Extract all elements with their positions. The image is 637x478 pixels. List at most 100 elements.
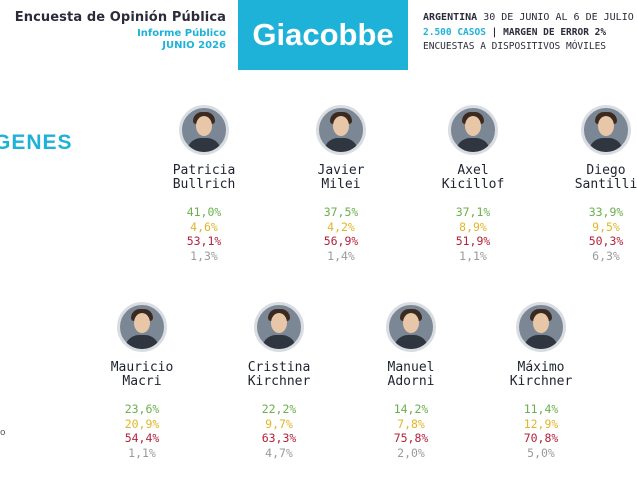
candidate-name: Axel Kicillof	[398, 164, 548, 192]
survey-separator: |	[491, 27, 498, 38]
candidate-card: Cristina Kirchner 22,2% 9,7% 63,3% 4,7%	[204, 302, 354, 460]
photo-head	[134, 313, 150, 333]
photo-head	[533, 313, 549, 333]
candidate-name: Máximo Kirchner	[466, 361, 616, 389]
candidate-name: Patricia Bullrich	[129, 164, 279, 192]
report-date: JUNIO 2026	[162, 40, 226, 51]
candidate-first-name: Axel	[457, 163, 489, 178]
regular-value: 9,5%	[592, 219, 620, 234]
section-title: GENES	[0, 131, 73, 154]
candidate-last-name: Adorni	[387, 374, 435, 389]
photo-body	[187, 138, 221, 152]
regular-value: 20,9%	[124, 416, 160, 431]
photo-head	[598, 116, 614, 136]
candidate-card: Máximo Kirchner 11,4% 12,9% 70,8% 5,0%	[466, 302, 616, 460]
candidate-photo	[386, 302, 436, 352]
candidate-stats: 11,4% 12,9% 70,8% 5,0%	[466, 402, 616, 460]
unknown-value: 5,0%	[527, 445, 555, 460]
unknown-value: 2,0%	[397, 445, 425, 460]
photo-body	[456, 138, 490, 152]
unknown-value: 4,7%	[265, 445, 293, 460]
report-header: Encuesta de Opinión Pública Informe Públ…	[15, 10, 226, 51]
candidate-stats: 37,1% 8,9% 51,9% 1,1%	[398, 205, 548, 263]
positive-value: 23,6%	[124, 402, 160, 416]
candidate-photo	[448, 105, 498, 155]
survey-info: ARGENTINA 30 DE JUNIO AL 6 DE JULIO DE 2…	[423, 12, 637, 52]
brand-logo: Giacobbe	[238, 0, 408, 70]
candidate-card: Javier Milei 37,5% 4,2% 56,9% 1,4%	[266, 105, 416, 263]
negative-value: 53,1%	[186, 234, 222, 248]
candidate-first-name: Cristina	[247, 360, 311, 375]
candidate-photo	[516, 302, 566, 352]
candidate-card: Diego Santilli 33,9% 9,5% 50,3% 6,3%	[531, 105, 637, 263]
side-note: o	[0, 428, 6, 438]
survey-country: ARGENTINA	[423, 12, 478, 23]
candidate-stats: 37,5% 4,2% 56,9% 1,4%	[266, 205, 416, 263]
candidate-first-name: Javier	[317, 163, 365, 178]
candidate-last-name: Bullrich	[172, 177, 236, 192]
candidate-photo	[179, 105, 229, 155]
candidate-stats: 14,2% 7,8% 75,8% 2,0%	[336, 402, 486, 460]
photo-body	[324, 138, 358, 152]
negative-value: 70,8%	[523, 431, 559, 445]
survey-dates: 30 DE JUNIO AL 6 DE JULIO DE 2	[483, 12, 637, 23]
candidate-first-name: Manuel	[387, 360, 435, 375]
candidate-card: Mauricio Macri 23,6% 20,9% 54,4% 1,1%	[67, 302, 217, 460]
candidate-photo	[316, 105, 366, 155]
photo-body	[125, 335, 159, 349]
unknown-value: 1,4%	[327, 248, 355, 263]
regular-value: 4,6%	[190, 219, 218, 234]
candidate-name: Javier Milei	[266, 164, 416, 192]
positive-value: 11,4%	[523, 402, 559, 416]
photo-body	[589, 138, 623, 152]
candidate-photo	[117, 302, 167, 352]
positive-value: 41,0%	[186, 205, 222, 219]
candidate-first-name: Máximo	[517, 360, 565, 375]
negative-value: 50,3%	[588, 234, 624, 248]
regular-value: 9,7%	[265, 416, 293, 431]
candidate-photo	[254, 302, 304, 352]
regular-value: 4,2%	[327, 219, 355, 234]
report-subtitle: Informe Público	[137, 28, 226, 39]
candidate-last-name: Kirchner	[247, 374, 311, 389]
positive-value: 22,2%	[261, 402, 297, 416]
photo-body	[524, 335, 558, 349]
candidate-stats: 41,0% 4,6% 53,1% 1,3%	[129, 205, 279, 263]
candidate-card: Axel Kicillof 37,1% 8,9% 51,9% 1,1%	[398, 105, 548, 263]
unknown-value: 1,3%	[190, 248, 218, 263]
regular-value: 8,9%	[459, 219, 487, 234]
negative-value: 63,3%	[261, 431, 297, 445]
photo-head	[196, 116, 212, 136]
candidate-name: Cristina Kirchner	[204, 361, 354, 389]
candidate-last-name: Milei	[321, 177, 361, 192]
candidate-card: Manuel Adorni 14,2% 7,8% 75,8% 2,0%	[336, 302, 486, 460]
photo-body	[394, 335, 428, 349]
photo-head	[271, 313, 287, 333]
survey-margin: MARGEN DE ERROR 2%	[503, 27, 607, 38]
photo-head	[333, 116, 349, 136]
candidate-stats: 22,2% 9,7% 63,3% 4,7%	[204, 402, 354, 460]
candidate-first-name: Patricia	[172, 163, 236, 178]
negative-value: 56,9%	[323, 234, 359, 248]
candidate-name: Diego Santilli	[531, 164, 637, 192]
photo-head	[465, 116, 481, 136]
positive-value: 37,1%	[455, 205, 491, 219]
candidate-last-name: Santilli	[574, 177, 637, 192]
positive-value: 37,5%	[323, 205, 359, 219]
survey-method: ENCUESTAS A DISPOSITIVOS MÓVILES	[423, 41, 607, 52]
unknown-value: 6,3%	[592, 248, 620, 263]
candidate-photo	[581, 105, 631, 155]
survey-sample: 2.500 CASOS | MARGEN DE ERROR 2%	[423, 27, 637, 38]
unknown-value: 1,1%	[459, 248, 487, 263]
candidate-last-name: Kirchner	[509, 374, 573, 389]
positive-value: 33,9%	[588, 205, 624, 219]
candidate-stats: 33,9% 9,5% 50,3% 6,3%	[531, 205, 637, 263]
photo-head	[403, 313, 419, 333]
candidate-first-name: Diego	[586, 163, 626, 178]
positive-value: 14,2%	[393, 402, 429, 416]
report-title: Encuesta de Opinión Pública	[14, 10, 226, 25]
candidate-card: Patricia Bullrich 41,0% 4,6% 53,1% 1,3%	[129, 105, 279, 263]
negative-value: 75,8%	[393, 431, 429, 445]
regular-value: 12,9%	[523, 416, 559, 431]
survey-cases: 2.500 CASOS	[423, 27, 486, 38]
